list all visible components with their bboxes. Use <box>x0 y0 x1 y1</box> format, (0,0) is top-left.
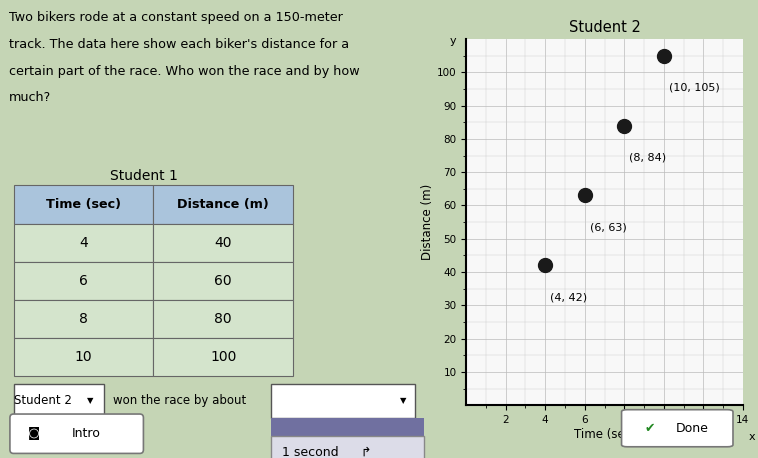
Point <box>658 52 670 59</box>
Text: 4: 4 <box>79 235 88 250</box>
Bar <box>153 262 293 300</box>
Bar <box>14 224 153 262</box>
Bar <box>14 300 153 338</box>
Bar <box>14 384 104 418</box>
Point <box>619 122 631 129</box>
Point <box>539 262 551 269</box>
Text: Intro: Intro <box>71 427 100 440</box>
Text: much?: much? <box>9 91 52 104</box>
Text: Distance (m): Distance (m) <box>177 198 269 211</box>
Text: certain part of the race. Who won the race and by how: certain part of the race. Who won the ra… <box>9 65 359 77</box>
Bar <box>14 338 153 376</box>
FancyBboxPatch shape <box>10 414 143 453</box>
Text: 1 second: 1 second <box>282 446 339 458</box>
Title: Student 2: Student 2 <box>568 20 641 35</box>
Y-axis label: Distance (m): Distance (m) <box>421 184 434 260</box>
Text: 80: 80 <box>215 311 232 326</box>
Text: ✔: ✔ <box>645 422 655 435</box>
Text: won the race by about: won the race by about <box>113 394 246 407</box>
Bar <box>271 418 424 436</box>
Text: 40: 40 <box>215 235 232 250</box>
Text: ↱: ↱ <box>361 446 371 458</box>
Text: Done: Done <box>675 422 709 435</box>
Text: (4, 42): (4, 42) <box>550 292 587 302</box>
Text: ▼: ▼ <box>87 396 93 405</box>
Text: Two bikers rode at a constant speed on a 150-meter: Two bikers rode at a constant speed on a… <box>9 11 343 24</box>
X-axis label: Time (sec): Time (sec) <box>574 428 635 441</box>
Text: x: x <box>749 432 756 442</box>
Bar <box>153 224 293 262</box>
Bar <box>14 185 153 224</box>
Text: Student 1: Student 1 <box>111 169 178 183</box>
Bar <box>153 338 293 376</box>
Text: 6: 6 <box>79 273 88 288</box>
Text: ◙: ◙ <box>28 427 40 440</box>
Bar <box>153 300 293 338</box>
Text: ▼: ▼ <box>400 396 407 405</box>
Point <box>578 192 590 199</box>
Text: (8, 84): (8, 84) <box>629 152 666 162</box>
Text: 10: 10 <box>74 349 92 364</box>
Text: 100: 100 <box>210 349 236 364</box>
Text: track. The data here show each biker's distance for a: track. The data here show each biker's d… <box>9 38 349 51</box>
Text: Student 2: Student 2 <box>14 394 72 407</box>
FancyBboxPatch shape <box>622 409 733 447</box>
Bar <box>271 384 415 418</box>
Text: 60: 60 <box>215 273 232 288</box>
Text: y: y <box>449 36 456 46</box>
Text: Time (sec): Time (sec) <box>46 198 121 211</box>
Bar <box>153 185 293 224</box>
Bar <box>271 436 424 458</box>
Text: (6, 63): (6, 63) <box>590 222 626 232</box>
Text: (10, 105): (10, 105) <box>669 82 719 92</box>
Text: 8: 8 <box>79 311 88 326</box>
Bar <box>14 262 153 300</box>
